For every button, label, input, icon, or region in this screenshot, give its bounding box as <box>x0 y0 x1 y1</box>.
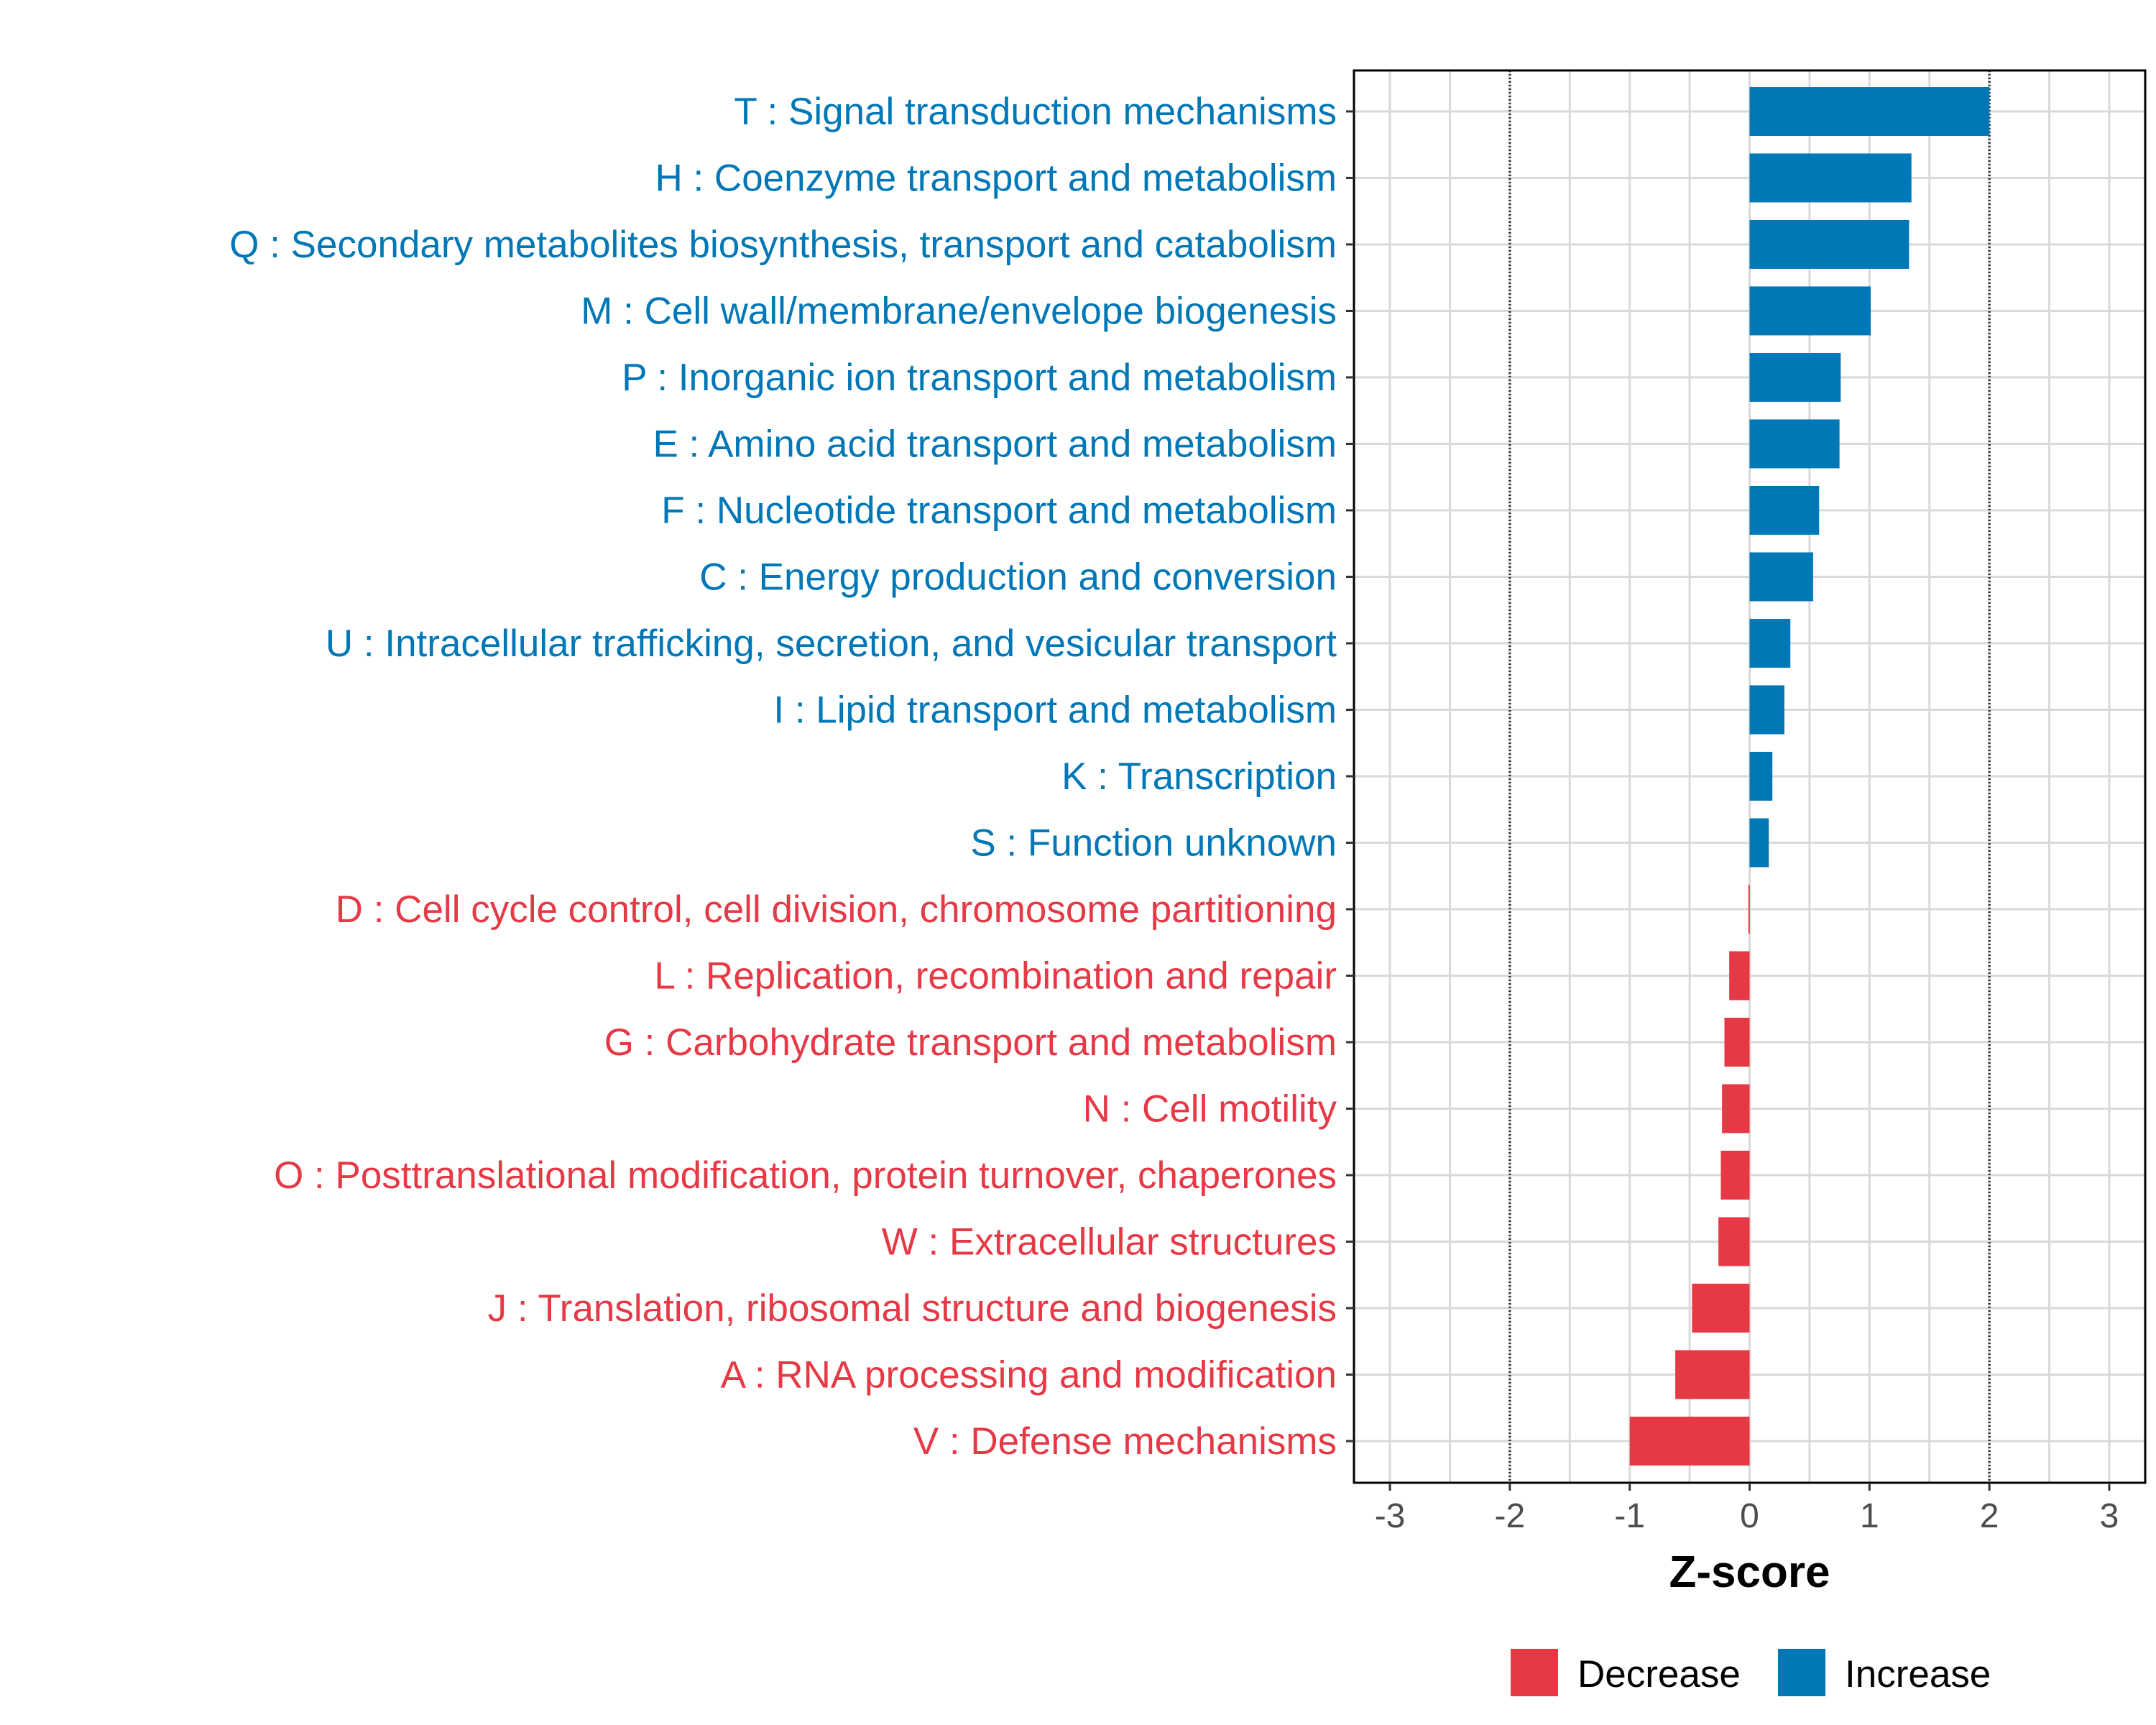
bar <box>1722 1084 1750 1133</box>
category-label: S : Function unknown <box>970 822 1337 865</box>
bar <box>1749 486 1820 535</box>
legend: Decrease Increase <box>1511 1649 1991 1696</box>
x-axis-ticks: -3 -2 -1 0 1 2 3 <box>1375 1483 2119 1535</box>
x-tick-label: -2 <box>1495 1497 1526 1535</box>
bar <box>1749 552 1813 602</box>
bar <box>1749 685 1784 735</box>
x-axis-title: Z-score <box>1669 1547 1830 1597</box>
bar <box>1749 752 1773 801</box>
category-label: U : Intracellular trafficking, secretion… <box>326 622 1337 665</box>
y-axis-ticks <box>1346 110 1354 1443</box>
bar <box>1729 951 1750 1000</box>
bar <box>1749 153 1912 203</box>
legend-swatch-decrease <box>1511 1649 1558 1696</box>
category-label: J : Translation, ribosomal structure and… <box>488 1287 1337 1330</box>
x-tick-label: -1 <box>1614 1497 1645 1535</box>
bar <box>1720 1151 1750 1200</box>
x-tick-label: -3 <box>1375 1497 1406 1535</box>
category-label: F : Nucleotide transport and metabolism <box>661 489 1337 532</box>
x-tick-label: 2 <box>1980 1497 1999 1535</box>
x-tick-label: 1 <box>1860 1497 1879 1535</box>
bar <box>1749 220 1909 269</box>
category-label: V : Defense mechanisms <box>913 1420 1337 1463</box>
category-label: K : Transcription <box>1061 755 1337 798</box>
bar <box>1718 1217 1750 1266</box>
legend-label-decrease: Decrease <box>1577 1653 1741 1696</box>
category-label: O : Posttranslational modification, prot… <box>274 1154 1337 1197</box>
x-tick-label: 3 <box>2100 1497 2119 1535</box>
bar <box>1749 818 1769 868</box>
category-label: C : Energy production and conversion <box>699 556 1337 599</box>
x-tick-label: 0 <box>1740 1497 1759 1535</box>
bar <box>1749 419 1840 469</box>
category-label: I : Lipid transport and metabolism <box>773 689 1337 732</box>
bar <box>1749 353 1841 402</box>
bar <box>1749 286 1871 336</box>
legend-swatch-increase <box>1778 1649 1825 1696</box>
category-label: W : Extracellular structures <box>882 1221 1337 1264</box>
category-label: Q : Secondary metabolites biosynthesis, … <box>229 224 1337 266</box>
bar <box>1749 619 1791 668</box>
bar <box>1629 1417 1750 1466</box>
legend-label-increase: Increase <box>1845 1653 1991 1696</box>
category-labels: T : Signal transduction mechanisms H : Co… <box>229 91 1337 1463</box>
category-label: P : Inorganic ion transport and metaboli… <box>622 356 1337 399</box>
category-label: G : Carbohydrate transport and metabolis… <box>604 1021 1337 1064</box>
category-label: D : Cell cycle control, cell division, c… <box>336 888 1337 931</box>
category-label: A : RNA processing and modification <box>721 1354 1337 1397</box>
category-label: H : Coenzyme transport and metabolism <box>655 157 1337 200</box>
bar-layer <box>1629 87 1990 1466</box>
bar <box>1724 1018 1750 1067</box>
category-label: N : Cell motility <box>1083 1088 1337 1131</box>
category-label: E : Amino acid transport and metabolism <box>653 423 1337 466</box>
bar <box>1675 1350 1750 1399</box>
category-label: L : Replication, recombination and repai… <box>654 955 1337 998</box>
bar <box>1692 1284 1750 1333</box>
bar <box>1748 885 1750 934</box>
category-label: T : Signal transduction mechanisms <box>734 91 1337 133</box>
bar <box>1749 87 1990 136</box>
category-label: M : Cell wall/membrane/envelope biogenes… <box>581 290 1337 333</box>
